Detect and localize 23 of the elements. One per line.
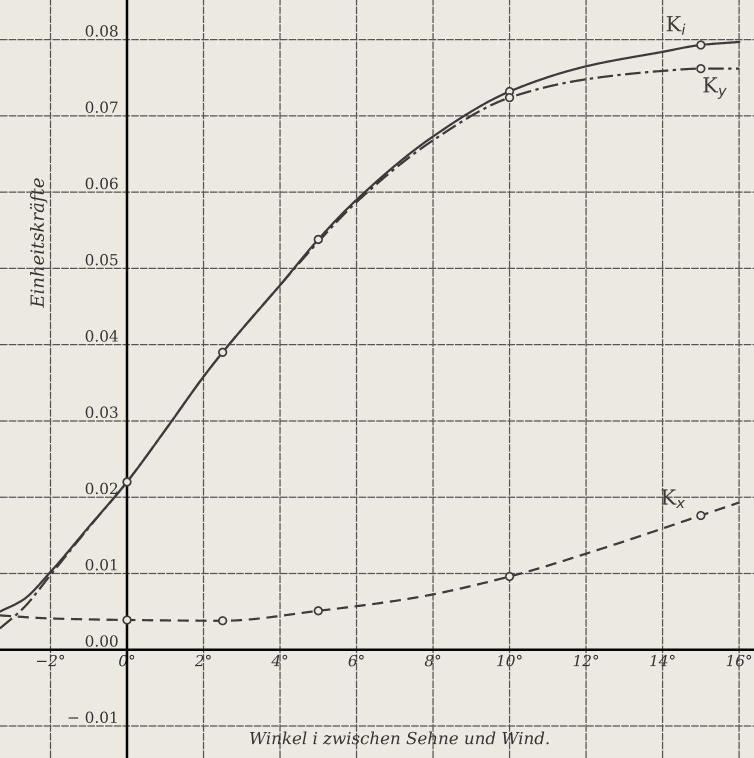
y-tick-label: 0.02: [86, 482, 118, 494]
y-tick-label: 0.01: [86, 558, 117, 570]
y-tick-label: 0.03: [86, 406, 118, 418]
y-tick-label: 0.05: [86, 254, 118, 266]
series-label: K$_{i}$: [666, 16, 686, 35]
x-tick-label: 10°: [497, 654, 522, 666]
x-tick-label: 16°: [726, 654, 752, 666]
series-label: K$_{y}$: [703, 77, 727, 99]
y-tick-label: − 0.01: [68, 711, 116, 724]
x-tick-label: 14°: [650, 654, 675, 666]
y-tick-label: 0.08: [86, 25, 118, 37]
x-tick-label: 2°: [194, 654, 211, 666]
x-tick-label: 6°: [348, 654, 364, 666]
x-tick-label: 8°: [424, 654, 440, 666]
y-tick-label: 0.06: [86, 178, 118, 190]
x-tick-label: −2°: [37, 654, 64, 666]
y-axis-title: Einheitskräfte: [30, 178, 48, 308]
y-tick-label: 0.04: [86, 330, 118, 342]
x-tick-label: 4°: [271, 654, 288, 666]
x-tick-label: 12°: [574, 654, 598, 666]
y-tick-label: 0.00: [86, 635, 118, 647]
x-axis-title: Winkel i zwischen Sehne und Wind.: [250, 731, 549, 745]
y-tick-label: 0.07: [86, 101, 118, 113]
